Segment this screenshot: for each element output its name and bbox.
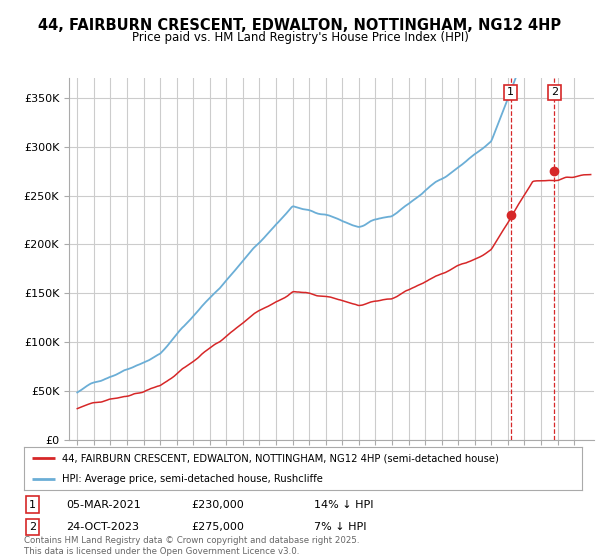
Text: 44, FAIRBURN CRESCENT, EDWALTON, NOTTINGHAM, NG12 4HP: 44, FAIRBURN CRESCENT, EDWALTON, NOTTING…	[38, 18, 562, 33]
Text: £275,000: £275,000	[191, 522, 244, 532]
Text: 2: 2	[29, 522, 36, 532]
Text: 14% ↓ HPI: 14% ↓ HPI	[314, 500, 374, 510]
Text: Price paid vs. HM Land Registry's House Price Index (HPI): Price paid vs. HM Land Registry's House …	[131, 31, 469, 44]
Text: HPI: Average price, semi-detached house, Rushcliffe: HPI: Average price, semi-detached house,…	[62, 474, 323, 484]
Text: 44, FAIRBURN CRESCENT, EDWALTON, NOTTINGHAM, NG12 4HP (semi-detached house): 44, FAIRBURN CRESCENT, EDWALTON, NOTTING…	[62, 453, 499, 463]
Text: 1: 1	[507, 87, 514, 97]
Text: 05-MAR-2021: 05-MAR-2021	[66, 500, 140, 510]
Text: 24-OCT-2023: 24-OCT-2023	[66, 522, 139, 532]
Text: £230,000: £230,000	[191, 500, 244, 510]
Text: 1: 1	[29, 500, 36, 510]
Text: Contains HM Land Registry data © Crown copyright and database right 2025.
This d: Contains HM Land Registry data © Crown c…	[24, 536, 359, 556]
Text: 2: 2	[551, 87, 558, 97]
Text: 7% ↓ HPI: 7% ↓ HPI	[314, 522, 367, 532]
